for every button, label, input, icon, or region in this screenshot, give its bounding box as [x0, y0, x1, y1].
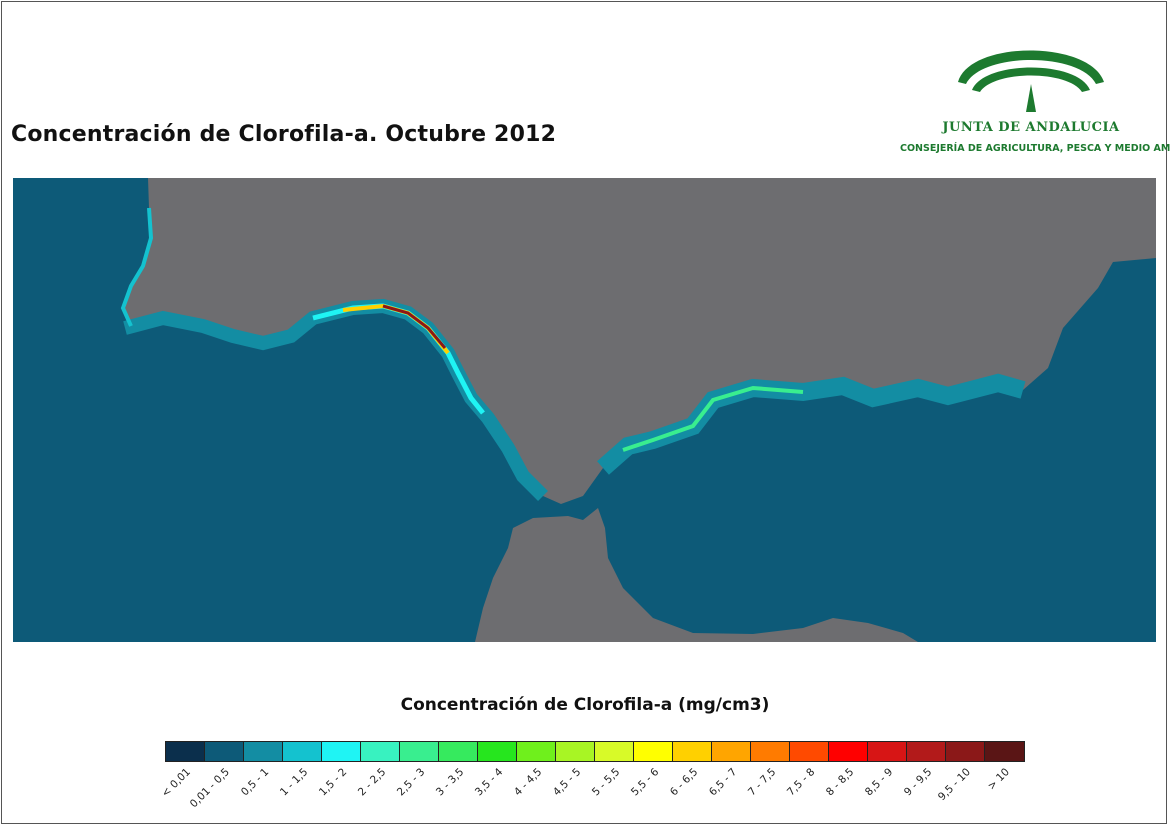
- legend-label: 7,5 - 8: [784, 766, 817, 799]
- legend-color-bar: [165, 741, 1025, 762]
- land-iberia: [123, 178, 1156, 504]
- logo-arch-outer: [958, 50, 1104, 84]
- legend-swatch: [205, 742, 244, 761]
- legend-label: 8,5 - 9: [862, 766, 895, 799]
- legend-swatch: [907, 742, 946, 761]
- legend-label: 8 - 8,5: [823, 766, 856, 799]
- legend-label: 5,5 - 6: [628, 766, 661, 799]
- legend-swatch: [361, 742, 400, 761]
- legend-label: 7 - 7,5: [745, 766, 778, 799]
- legend-label: 6 - 6,5: [667, 766, 700, 799]
- legend-label: 4 - 4,5: [511, 766, 544, 799]
- legend-swatch: [322, 742, 361, 761]
- legend-swatch: [790, 742, 829, 761]
- legend-swatch: [595, 742, 634, 761]
- logo-column: [1026, 84, 1036, 112]
- legend-label: 9 - 9,5: [901, 766, 934, 799]
- chlorophyll-map: [13, 178, 1156, 642]
- legend-swatch: [634, 742, 673, 761]
- legend-swatch: [751, 742, 790, 761]
- logo-arch-inner: [972, 67, 1090, 92]
- legend-swatch: [244, 742, 283, 761]
- legend-swatch: [517, 742, 556, 761]
- legend-swatch: [673, 742, 712, 761]
- legend-swatch: [478, 742, 517, 761]
- coastal-high-east: [622, 385, 804, 452]
- legend-swatch: [868, 742, 907, 761]
- map-title: Concentración de Clorofila-a. Octubre 20…: [11, 122, 557, 147]
- legend-swatch: [946, 742, 985, 761]
- legend-label: 4,5 - 5: [550, 766, 583, 799]
- legend-swatch: [829, 742, 868, 761]
- legend-swatch: [166, 742, 205, 761]
- legend-label: 3 - 3,5: [433, 766, 466, 799]
- junta-de-andalucia-logo: [958, 50, 1104, 112]
- legend-label: 1 - 1,5: [277, 766, 310, 799]
- legend-label: 0,5 - 1: [238, 766, 271, 799]
- legend-label: 5 - 5,5: [589, 766, 622, 799]
- legend-swatch: [556, 742, 595, 761]
- legend-label: 0,01 - 0,5: [187, 766, 232, 811]
- land-africa: [475, 508, 918, 642]
- legend-title: Concentración de Clorofila-a (mg/cm3): [400, 695, 770, 715]
- logo-department: CONSEJERÍA DE AGRICULTURA, PESCA Y MEDIO…: [900, 143, 1170, 154]
- legend-label: 3,5 - 4: [472, 766, 505, 799]
- legend-swatch: [400, 742, 439, 761]
- coastal-max-west: [382, 304, 447, 349]
- legend-swatch: [283, 742, 322, 761]
- legend-label: 6,5 - 7: [706, 766, 739, 799]
- legend-label: 9,5 - 10: [935, 766, 973, 804]
- legend-swatch: [712, 742, 751, 761]
- legend-label: 2 - 2,5: [355, 766, 388, 799]
- legend-swatch: [439, 742, 478, 761]
- legend-label: 2,5 - 3: [394, 766, 427, 799]
- legend-label: > 10: [984, 766, 1012, 793]
- logo-name: JUNTA DE ANDALUCIA: [942, 120, 1120, 135]
- coastal-band-atlantic: [120, 207, 154, 327]
- legend-label: 1,5 - 2: [316, 766, 349, 799]
- legend-swatch: [985, 742, 1024, 761]
